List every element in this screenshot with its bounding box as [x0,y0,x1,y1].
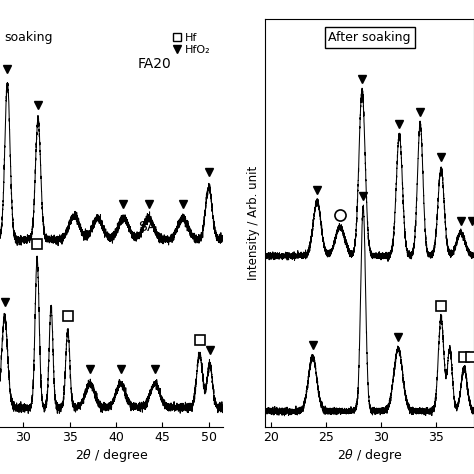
Text: After soaking: After soaking [328,31,411,44]
Text: SA: SA [138,220,156,234]
Text: soaking: soaking [4,31,53,44]
Text: FA20: FA20 [138,57,172,71]
Y-axis label: Intensity / Arb. unit: Intensity / Arb. unit [247,165,260,280]
Legend: Hf, HfO₂: Hf, HfO₂ [168,28,215,59]
X-axis label: $2\theta$ / degree: $2\theta$ / degree [75,447,148,464]
X-axis label: $2\theta$ / degre: $2\theta$ / degre [337,447,402,464]
